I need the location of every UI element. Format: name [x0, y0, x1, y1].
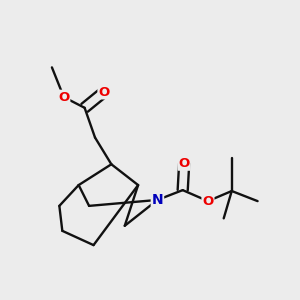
Text: O: O [98, 85, 110, 98]
Text: O: O [178, 157, 190, 170]
Text: N: N [152, 193, 163, 207]
Text: O: O [58, 91, 69, 103]
Text: O: O [202, 195, 214, 208]
